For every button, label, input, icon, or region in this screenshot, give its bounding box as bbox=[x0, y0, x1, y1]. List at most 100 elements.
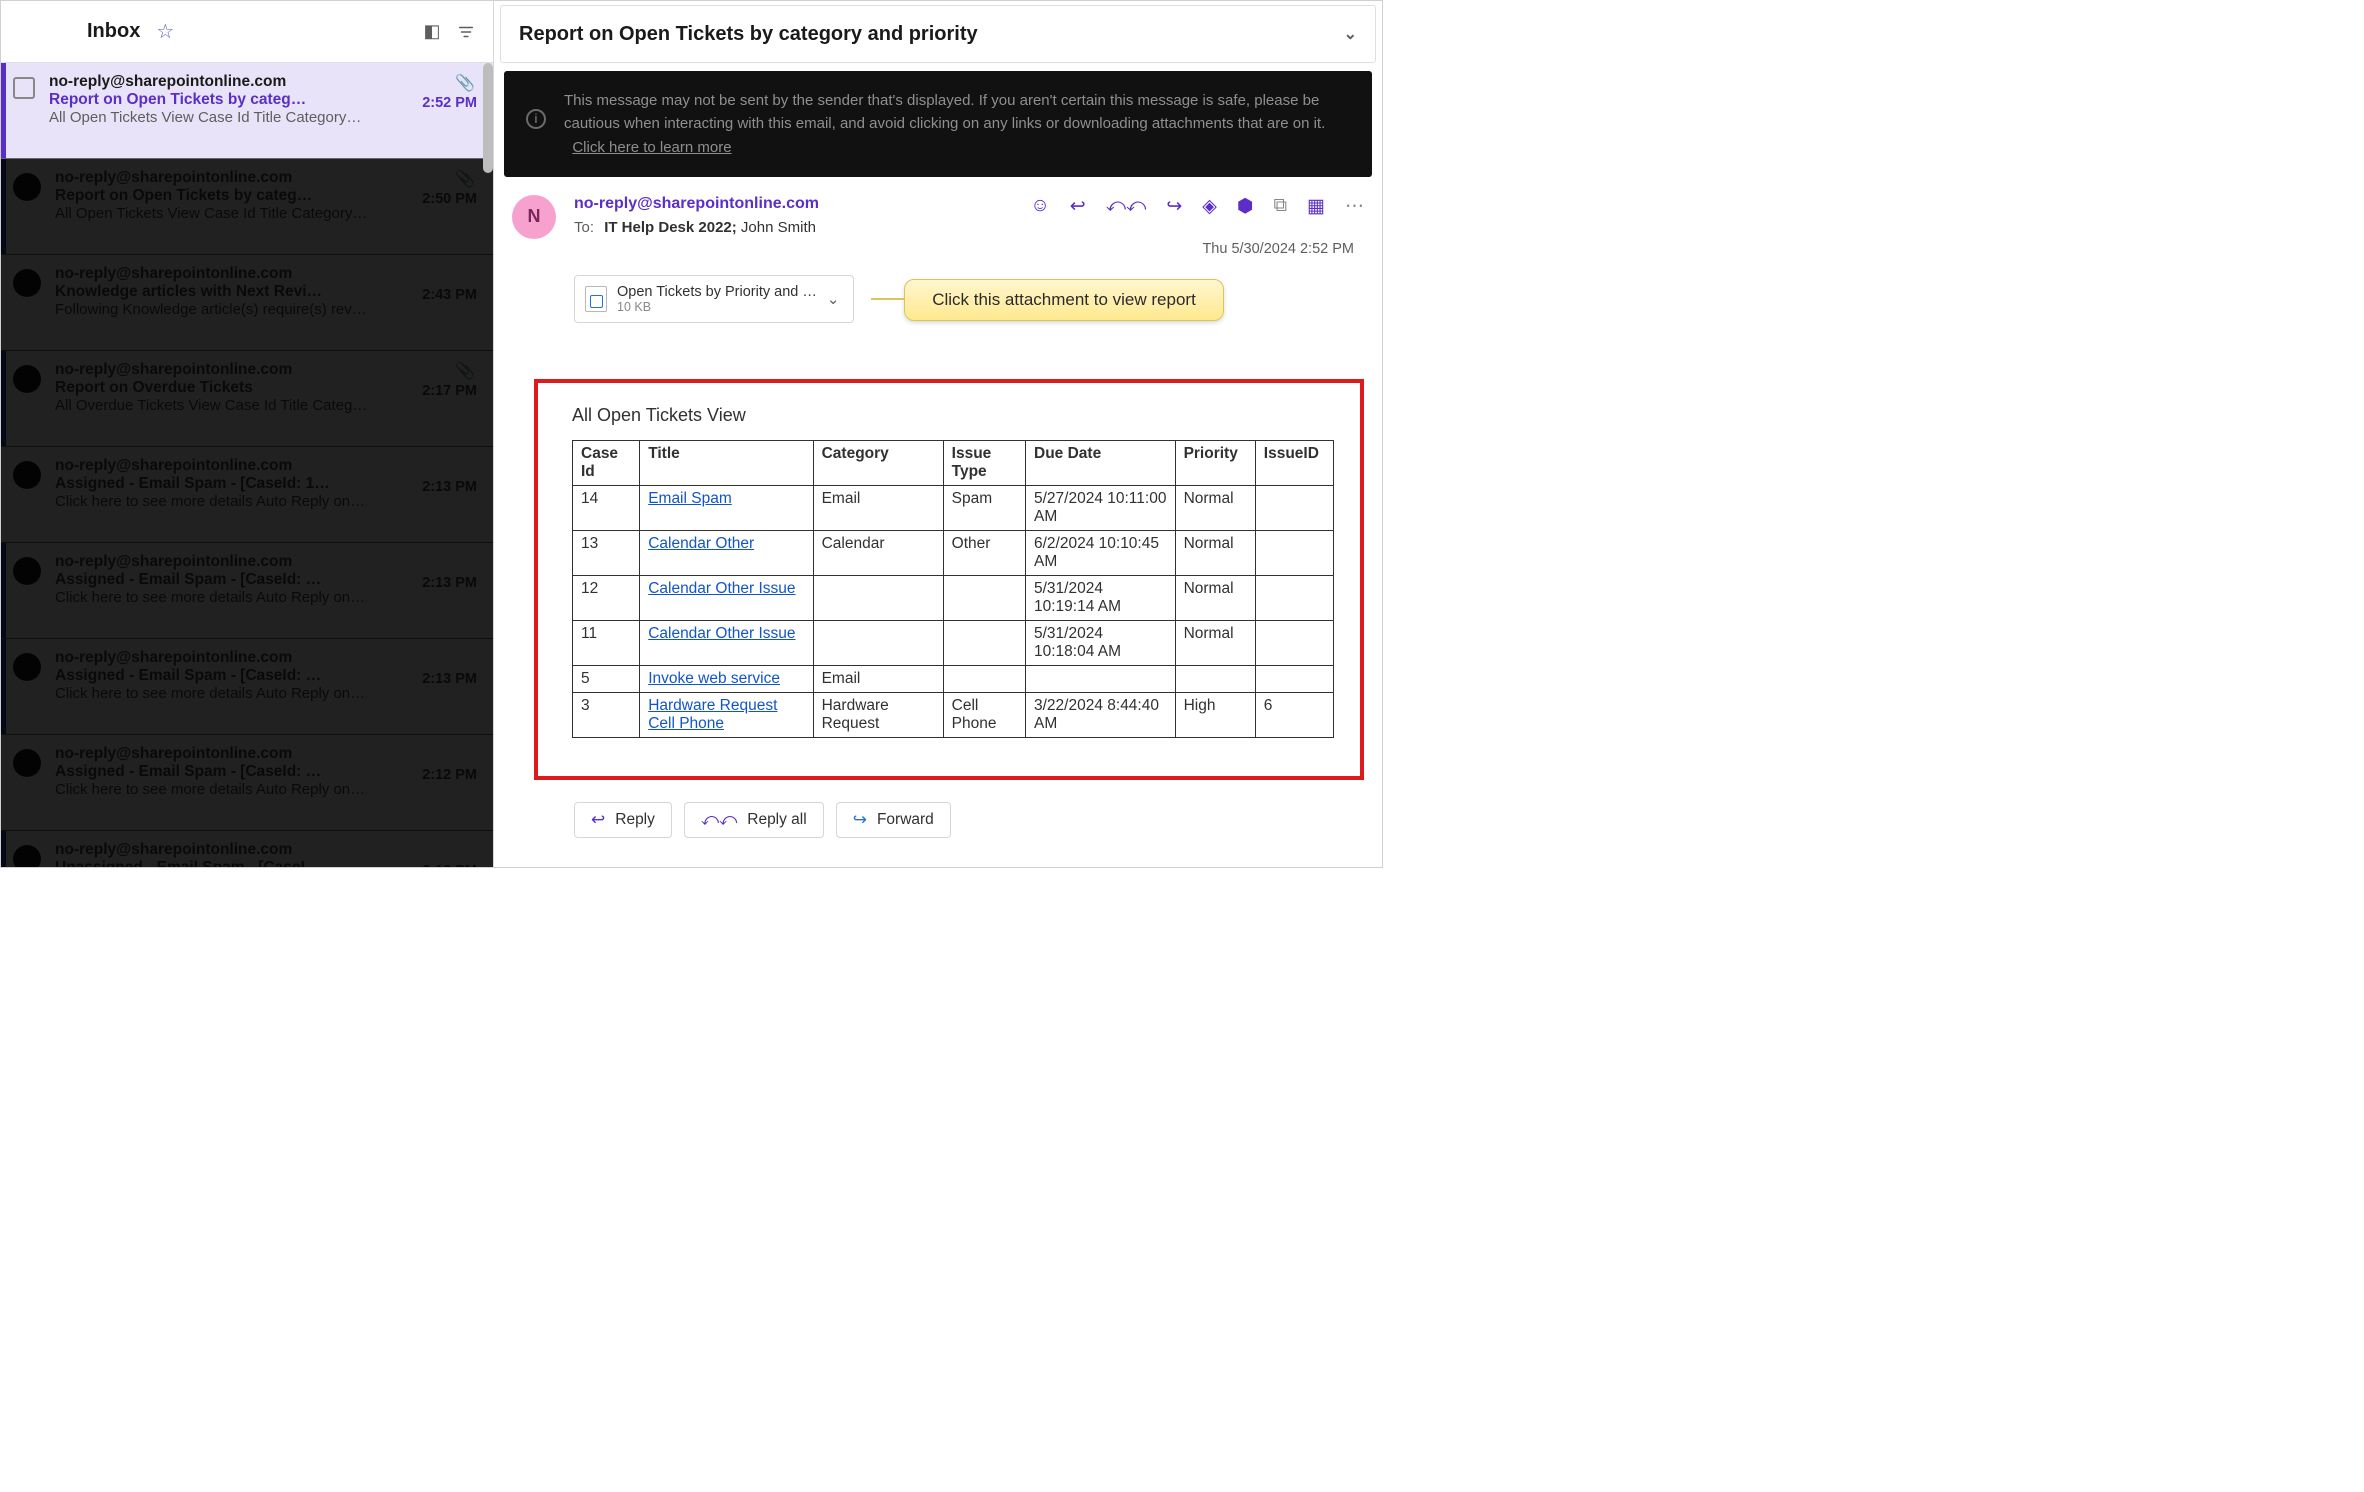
filter-icon[interactable] bbox=[455, 21, 477, 43]
reply-all-icon[interactable]: ⤺⤺ bbox=[1106, 195, 1147, 217]
forward-button[interactable]: ↪ Forward bbox=[836, 802, 951, 838]
ticket-title-link[interactable]: Hardware Request Cell Phone bbox=[648, 697, 777, 732]
inbox-title: Inbox bbox=[87, 20, 140, 43]
message-from: no-reply@sharepointonline.com bbox=[55, 745, 391, 763]
message-row[interactable]: no-reply@sharepointonline.comKnowledge a… bbox=[1, 255, 493, 351]
recipient[interactable]: John Smith bbox=[737, 219, 816, 236]
message-subject: Assigned - Email Spam - [CaseId: 1… bbox=[55, 475, 391, 493]
table-cell: 3 bbox=[573, 692, 640, 737]
reply-arrow-icon: ↩ bbox=[591, 810, 605, 830]
apps-icon[interactable]: ▦ bbox=[1307, 195, 1325, 218]
table-row: 12Calendar Other Issue5/31/2024 10:19:14… bbox=[573, 575, 1334, 620]
message-from: no-reply@sharepointonline.com bbox=[55, 841, 391, 859]
sender-avatar-small[interactable] bbox=[13, 173, 41, 201]
table-row: 3Hardware Request Cell Phone Hardware Req… bbox=[573, 692, 1334, 737]
message-row[interactable]: no-reply@sharepointonline.comReport on O… bbox=[1, 351, 493, 447]
table-cell: Other bbox=[943, 530, 1025, 575]
favorite-star-icon[interactable]: ☆ bbox=[156, 19, 174, 44]
message-list-pane: Inbox ☆ ◧ no-reply@sharepointonline.comR… bbox=[1, 1, 494, 867]
sender-block: N no-reply@sharepointonline.com To: IT H… bbox=[504, 191, 1372, 239]
attachment-chip[interactable]: Open Tickets by Priority and … 10 KB ⌄ bbox=[574, 275, 854, 323]
table-cell: Normal bbox=[1175, 575, 1255, 620]
table-cell: Invoke web service bbox=[640, 665, 813, 692]
reply-button[interactable]: ↩ Reply bbox=[574, 802, 672, 838]
forward-icon[interactable]: ↪ bbox=[1166, 195, 1182, 218]
react-smile-icon[interactable]: ☺ bbox=[1030, 195, 1049, 217]
table-cell: 6 bbox=[1255, 692, 1333, 737]
message-row[interactable]: no-reply@sharepointonline.comReport on O… bbox=[1, 63, 493, 159]
message-from: no-reply@sharepointonline.com bbox=[55, 361, 391, 379]
ticket-title-link[interactable]: Calendar Other bbox=[648, 535, 754, 552]
table-cell: Email Spam bbox=[640, 485, 813, 530]
message-time: 2:13 PM bbox=[405, 479, 477, 495]
message-time: 2:12 PM bbox=[405, 863, 477, 867]
recipient[interactable]: IT Help Desk 2022; bbox=[604, 219, 737, 236]
message-row[interactable]: no-reply@sharepointonline.comAssigned - … bbox=[1, 639, 493, 735]
message-preview: Following Knowledge article(s) require(s… bbox=[55, 301, 391, 318]
message-time: 2:13 PM bbox=[405, 575, 477, 591]
table-cell: 5/31/2024 10:19:14 AM bbox=[1026, 575, 1176, 620]
table-cell: Calendar Other bbox=[640, 530, 813, 575]
ticket-title-link[interactable]: Invoke web service bbox=[648, 670, 780, 687]
unread-indicator bbox=[1, 639, 6, 734]
table-cell bbox=[1175, 665, 1255, 692]
message-row[interactable]: no-reply@sharepointonline.comAssigned - … bbox=[1, 543, 493, 639]
message-from: no-reply@sharepointonline.com bbox=[55, 553, 391, 571]
ticket-title-link[interactable]: Calendar Other Issue bbox=[648, 625, 795, 642]
warning-text: This message may not be sent by the send… bbox=[564, 92, 1325, 132]
message-subject: Assigned - Email Spam - [CaseId: … bbox=[55, 763, 391, 781]
sender-avatar-small[interactable] bbox=[13, 557, 41, 585]
tickets-table: Case IdTitleCategoryIssue TypeDue DatePr… bbox=[572, 440, 1334, 738]
collapse-chevron-icon[interactable]: ⌄ bbox=[1344, 24, 1357, 44]
sender-avatar[interactable]: N bbox=[512, 195, 556, 239]
table-cell: Hardware Request bbox=[813, 692, 943, 737]
table-cell bbox=[1026, 665, 1176, 692]
sender-avatar-small[interactable] bbox=[13, 461, 41, 489]
ticket-title-link[interactable]: Email Spam bbox=[648, 490, 732, 507]
message-list[interactable]: no-reply@sharepointonline.comReport on O… bbox=[1, 63, 493, 867]
sender-avatar-small[interactable] bbox=[13, 269, 41, 297]
message-time: 2:13 PM bbox=[405, 671, 477, 687]
annotation-callout: Click this attachment to view report bbox=[904, 279, 1224, 321]
info-icon: i bbox=[526, 109, 546, 129]
message-from: no-reply@sharepointonline.com bbox=[55, 169, 391, 187]
learn-more-link[interactable]: Click here to learn more bbox=[572, 139, 731, 156]
layout-toggle-icon[interactable]: ◧ bbox=[421, 21, 443, 43]
sender-avatar-small[interactable] bbox=[13, 365, 41, 393]
reply-label: Reply bbox=[615, 811, 655, 829]
message-time: 2:43 PM bbox=[405, 287, 477, 303]
sender-avatar-small[interactable] bbox=[13, 749, 41, 777]
ticket-title-link[interactable]: Calendar Other Issue bbox=[648, 580, 795, 597]
attachment-chevron-icon[interactable]: ⌄ bbox=[827, 290, 840, 308]
reply-icon[interactable]: ↩ bbox=[1070, 195, 1086, 218]
table-header-row: Case IdTitleCategoryIssue TypeDue DatePr… bbox=[573, 440, 1334, 485]
message-row[interactable]: no-reply@sharepointonline.comReport on O… bbox=[1, 159, 493, 255]
message-preview: Click here to see more details Auto Repl… bbox=[55, 589, 391, 606]
message-time: 2:52 PM bbox=[405, 95, 477, 111]
safety-warning-banner: i This message may not be sent by the se… bbox=[504, 71, 1372, 177]
scrollbar[interactable] bbox=[483, 63, 493, 173]
table-cell bbox=[813, 575, 943, 620]
message-toolbar: ☺ ↩ ⤺⤺ ↪ ◈ ⬢ ⧉ ▦ ⋯ bbox=[1030, 195, 1364, 218]
table-cell: Email bbox=[813, 665, 943, 692]
table-header-cell: Issue Type bbox=[943, 440, 1025, 485]
table-cell: 11 bbox=[573, 620, 640, 665]
tag-icon[interactable]: ◈ bbox=[1202, 195, 1217, 218]
message-row[interactable]: no-reply@sharepointonline.comUnassigned … bbox=[1, 831, 493, 867]
zoom-icon[interactable]: ⧉ bbox=[1273, 195, 1287, 217]
table-row: 13Calendar OtherCalendarOther6/2/2024 10… bbox=[573, 530, 1334, 575]
sender-avatar-small[interactable] bbox=[13, 653, 41, 681]
table-cell: 5/27/2024 10:11:00 AM bbox=[1026, 485, 1176, 530]
more-actions-icon[interactable]: ⋯ bbox=[1345, 195, 1364, 218]
sender-avatar-small[interactable] bbox=[13, 845, 41, 867]
select-checkbox[interactable] bbox=[13, 77, 35, 99]
sender-address[interactable]: no-reply@sharepointonline.com bbox=[574, 195, 1012, 213]
unread-indicator bbox=[1, 351, 6, 446]
message-row[interactable]: no-reply@sharepointonline.comAssigned - … bbox=[1, 447, 493, 543]
copilot-icon[interactable]: ⬢ bbox=[1237, 195, 1254, 218]
reply-all-button[interactable]: ⤺⤺ Reply all bbox=[684, 802, 824, 838]
table-cell: Calendar bbox=[813, 530, 943, 575]
reading-subject-bar: Report on Open Tickets by category and p… bbox=[500, 5, 1376, 63]
file-icon bbox=[585, 286, 607, 312]
message-row[interactable]: no-reply@sharepointonline.comAssigned - … bbox=[1, 735, 493, 831]
